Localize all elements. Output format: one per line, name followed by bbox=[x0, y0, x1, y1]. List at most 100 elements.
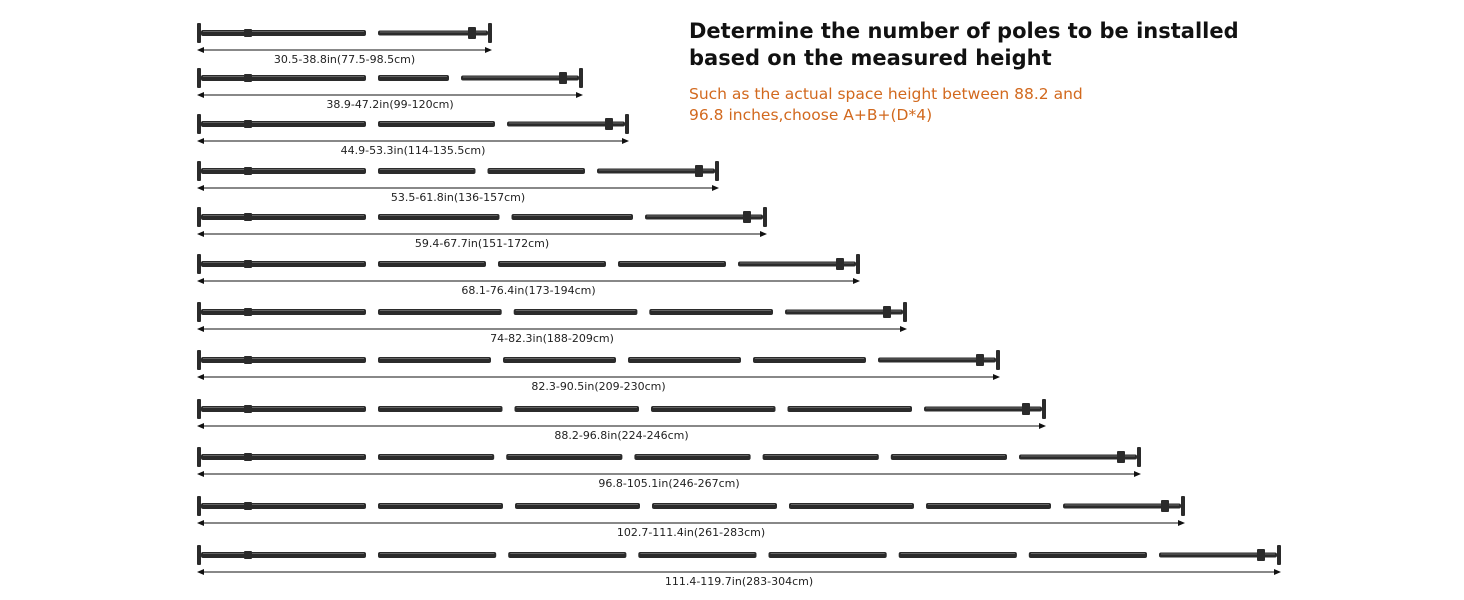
left-end-cap bbox=[197, 254, 201, 274]
right-end-cap bbox=[1181, 496, 1185, 516]
locking-collar bbox=[1161, 500, 1169, 512]
right-end-cap bbox=[996, 350, 1000, 370]
arrow-head-right bbox=[900, 326, 907, 332]
pole-segment-shine bbox=[1161, 553, 1275, 555]
right-end-cap bbox=[1042, 399, 1046, 419]
pole-segment bbox=[513, 309, 638, 315]
pole-segment-shine bbox=[880, 358, 994, 360]
pole-row bbox=[197, 302, 907, 332]
pole-segment bbox=[201, 454, 366, 460]
right-end-cap bbox=[1137, 447, 1141, 467]
arrow-head-left bbox=[197, 92, 204, 98]
pole-segment-shine bbox=[505, 358, 614, 359]
pole-segment-shine bbox=[203, 504, 364, 505]
dimension-label: 44.9-53.3in(114-135.5cm) bbox=[340, 144, 486, 157]
pole-row bbox=[197, 254, 860, 284]
left-end-cap bbox=[197, 399, 201, 419]
pole-segment bbox=[378, 503, 503, 509]
pole-segment-shine bbox=[900, 553, 1015, 554]
dimension-label: 111.4-119.7in(283-304cm) bbox=[664, 575, 814, 588]
pole-row bbox=[197, 545, 1281, 575]
pole-segment bbox=[201, 309, 366, 315]
left-end-cap bbox=[197, 161, 201, 181]
pole-segment bbox=[378, 168, 476, 174]
pole-segment bbox=[498, 261, 606, 267]
left-end-cap bbox=[197, 350, 201, 370]
pole-segment bbox=[898, 552, 1017, 558]
pole-segment-shine bbox=[599, 169, 713, 171]
pole-segment bbox=[378, 214, 500, 220]
pole-segment bbox=[378, 261, 486, 267]
pole-row bbox=[197, 447, 1141, 477]
pole-segment-shine bbox=[203, 122, 364, 123]
pole-segment bbox=[618, 261, 726, 267]
pole-segment bbox=[508, 552, 627, 558]
locking-collar bbox=[1117, 451, 1125, 463]
pole-segment-shine bbox=[203, 215, 364, 216]
left-end-cap bbox=[197, 302, 201, 322]
pole-segment bbox=[638, 552, 757, 558]
pole-segment bbox=[634, 454, 751, 460]
locking-collar bbox=[883, 306, 891, 318]
locking-collar bbox=[605, 118, 613, 130]
pole-segment bbox=[652, 503, 777, 509]
pole-segment-shine bbox=[380, 455, 493, 456]
arrow-head-right bbox=[622, 138, 629, 144]
pole-row bbox=[197, 399, 1046, 429]
pole-segment bbox=[378, 357, 491, 363]
pole-segment-shine bbox=[926, 407, 1040, 409]
pole-joint bbox=[244, 167, 252, 175]
arrow-head-right bbox=[1274, 569, 1281, 575]
pole-segment bbox=[201, 406, 366, 412]
pole-segment bbox=[378, 454, 495, 460]
arrow-head-right bbox=[760, 231, 767, 237]
pole-segment-shine bbox=[1065, 504, 1179, 506]
pole-segment-shine bbox=[789, 407, 910, 408]
arrow-head-left bbox=[197, 185, 204, 191]
pole-segment-shine bbox=[647, 215, 761, 217]
pole-segment-shine bbox=[791, 504, 912, 505]
right-end-cap bbox=[903, 302, 907, 322]
pole-segment-shine bbox=[380, 504, 501, 505]
pole-segment bbox=[1028, 552, 1147, 558]
pole-joint bbox=[244, 29, 252, 37]
pole-segment bbox=[201, 503, 366, 509]
right-end-cap bbox=[1277, 545, 1281, 565]
dimension-label: 96.8-105.1in(246-267cm) bbox=[598, 477, 740, 490]
pole-segment-shine bbox=[463, 76, 577, 78]
locking-collar bbox=[1257, 549, 1265, 561]
dimension-label: 88.2-96.8in(224-246cm) bbox=[554, 429, 689, 442]
pole-segment-shine bbox=[203, 310, 364, 311]
pole-joint bbox=[244, 405, 252, 413]
arrow-head-right bbox=[485, 47, 492, 53]
pole-segment-shine bbox=[203, 76, 364, 77]
dimension-label: 82.3-90.5in(209-230cm) bbox=[531, 380, 666, 393]
pole-joint bbox=[244, 502, 252, 510]
pole-segment-shine bbox=[787, 310, 901, 312]
locking-collar bbox=[743, 211, 751, 223]
pole-segment-shine bbox=[510, 553, 625, 554]
dimension-label: 53.5-61.8in(136-157cm) bbox=[390, 191, 526, 204]
arrow-head-left bbox=[197, 423, 204, 429]
pole-segment-shine bbox=[380, 169, 474, 170]
locking-collar bbox=[695, 165, 703, 177]
pole-row bbox=[197, 23, 492, 53]
arrow-head-right bbox=[1178, 520, 1185, 526]
locking-collar bbox=[836, 258, 844, 270]
pole-segment bbox=[628, 357, 741, 363]
pole-segment-shine bbox=[380, 31, 486, 33]
arrow-head-right bbox=[576, 92, 583, 98]
pole-segment-shine bbox=[500, 262, 604, 263]
pole-segment-shine bbox=[516, 407, 637, 408]
pole-segment-shine bbox=[770, 553, 885, 554]
pole-segment-shine bbox=[380, 215, 498, 216]
pole-segment bbox=[201, 30, 366, 36]
pole-segment-shine bbox=[489, 169, 583, 170]
pole-segment bbox=[201, 168, 366, 174]
left-end-cap bbox=[197, 68, 201, 88]
pole-segment bbox=[378, 75, 449, 81]
example-note: Such as the actual space height between … bbox=[689, 84, 1209, 126]
pole-segment-shine bbox=[203, 31, 364, 32]
pole-segment-shine bbox=[651, 310, 771, 311]
